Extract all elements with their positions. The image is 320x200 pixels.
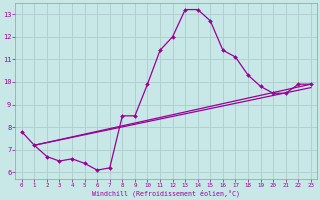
X-axis label: Windchill (Refroidissement éolien,°C): Windchill (Refroidissement éolien,°C) [92, 190, 240, 197]
